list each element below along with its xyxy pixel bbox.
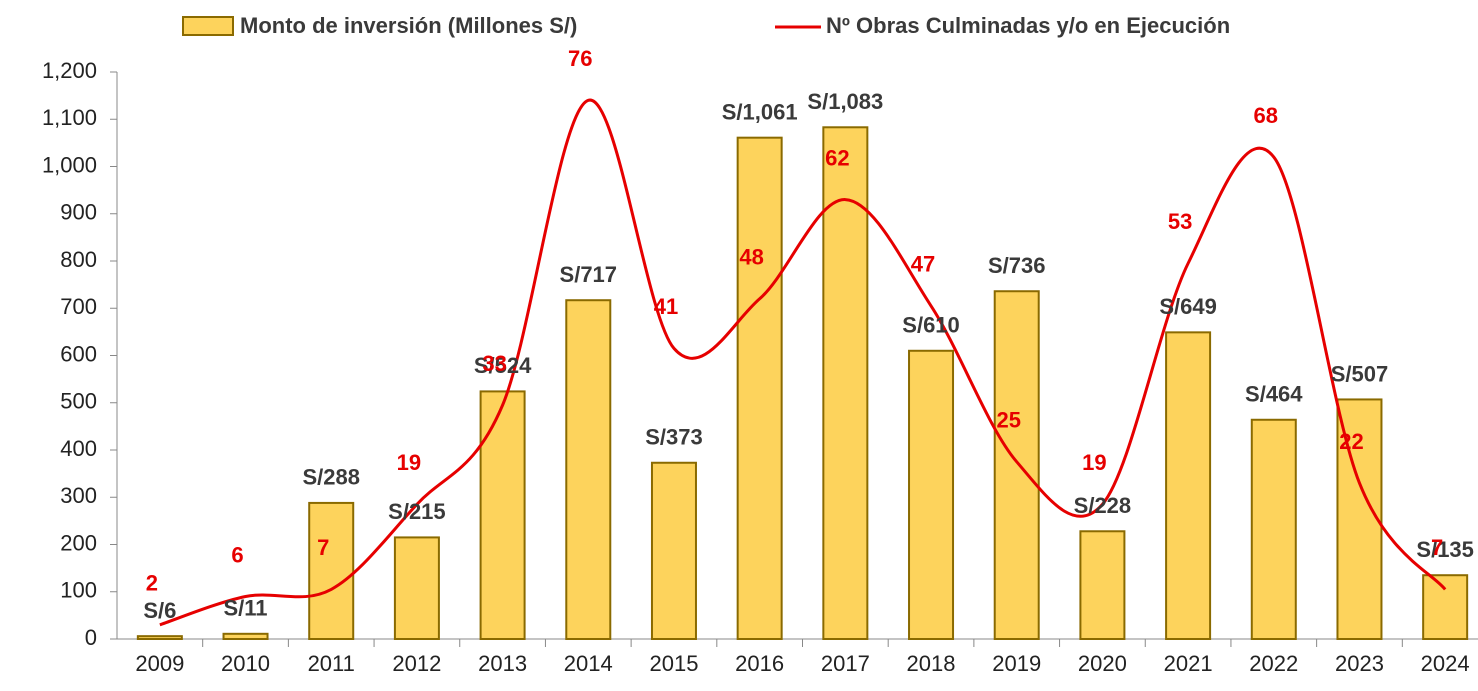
y-tick-label: 400 [60, 436, 97, 461]
line-value-label: 68 [1254, 103, 1278, 128]
bar-value-label: S/524 [474, 353, 532, 378]
y-tick-label: 500 [60, 389, 97, 414]
bar-value-label: S/373 [645, 425, 703, 450]
bar [136, 635, 183, 640]
line-value-label: 48 [739, 245, 763, 270]
x-tick-label: 2015 [649, 651, 698, 676]
line-value-label: 19 [1082, 450, 1106, 475]
legend-label: Nº Obras Culminadas y/o en Ejecución [826, 13, 1230, 38]
y-tick-label: 1,000 [42, 152, 97, 177]
line-value-label: 33 [482, 351, 506, 376]
bar-value-label: S/717 [560, 262, 618, 287]
x-tick-label: 2020 [1078, 651, 1127, 676]
bar [1079, 530, 1126, 641]
bar [479, 390, 526, 640]
x-tick-label: 2018 [907, 651, 956, 676]
x-tick-label: 2024 [1421, 651, 1470, 676]
bar [993, 290, 1040, 640]
bar-value-label: S/1,061 [722, 99, 798, 124]
bar [222, 632, 269, 640]
bar [565, 299, 612, 640]
line-value-label: 19 [397, 450, 421, 475]
line-value-label: 47 [911, 252, 935, 277]
bar [1422, 574, 1469, 641]
y-tick-label: 800 [60, 247, 97, 272]
bar [308, 501, 355, 641]
line-value-label: 76 [568, 46, 592, 71]
line-value-label: 62 [825, 145, 849, 170]
x-tick-label: 2014 [564, 651, 613, 676]
bar-value-label: S/228 [1074, 493, 1132, 518]
y-tick-label: 600 [60, 341, 97, 366]
bar-value-label: S/649 [1159, 294, 1217, 319]
bar [908, 349, 955, 640]
bar-value-label: S/11 [224, 596, 268, 621]
legend-label: Monto de inversión (Millones S/) [240, 13, 577, 38]
bar-value-label: S/135 [1416, 537, 1474, 562]
line-value-label: 53 [1168, 209, 1192, 234]
bar [650, 461, 697, 640]
x-tick-label: 2019 [992, 651, 1041, 676]
x-tick-label: 2011 [308, 651, 355, 676]
line-value-label: 7 [1431, 535, 1443, 560]
y-tick-label: 0 [85, 625, 97, 650]
bar-value-label: S/215 [388, 499, 446, 524]
bar-value-label: S/6 [143, 598, 176, 623]
x-tick-label: 2016 [735, 651, 784, 676]
line-value-label: 6 [231, 542, 243, 567]
line-value-label: 7 [317, 535, 329, 560]
x-tick-label: 2022 [1249, 651, 1298, 676]
bar [1250, 418, 1297, 641]
y-tick-label: 700 [60, 294, 97, 319]
bar [393, 536, 440, 640]
x-tick-label: 2017 [821, 651, 870, 676]
y-tick-label: 300 [60, 483, 97, 508]
bar-value-label: S/1,083 [807, 89, 883, 114]
bar-value-label: S/464 [1245, 382, 1303, 407]
bar-value-label: S/736 [988, 253, 1046, 278]
line-value-label: 25 [996, 408, 1020, 433]
x-tick-label: 2013 [478, 651, 527, 676]
bar-value-label: S/288 [302, 465, 360, 490]
x-tick-label: 2012 [392, 651, 441, 676]
x-tick-label: 2021 [1164, 651, 1213, 676]
bar-value-label: S/507 [1331, 361, 1389, 386]
y-tick-label: 900 [60, 200, 97, 225]
bar [736, 136, 783, 641]
x-tick-label: 2009 [135, 651, 184, 676]
bar [1165, 331, 1212, 640]
x-tick-label: 2023 [1335, 651, 1384, 676]
line [159, 98, 1447, 627]
x-tick-label: 2010 [221, 651, 270, 676]
line-value-label: 22 [1339, 429, 1363, 454]
y-tick-label: 200 [60, 530, 97, 555]
bar [822, 126, 869, 640]
bar-value-label: S/610 [902, 313, 960, 338]
y-tick-label: 1,100 [42, 105, 97, 130]
y-tick-label: 1,200 [42, 58, 97, 83]
y-tick-label: 100 [60, 578, 97, 603]
line-value-label: 2 [146, 571, 158, 596]
line-value-label: 41 [654, 294, 678, 319]
legend-swatch [182, 16, 234, 36]
